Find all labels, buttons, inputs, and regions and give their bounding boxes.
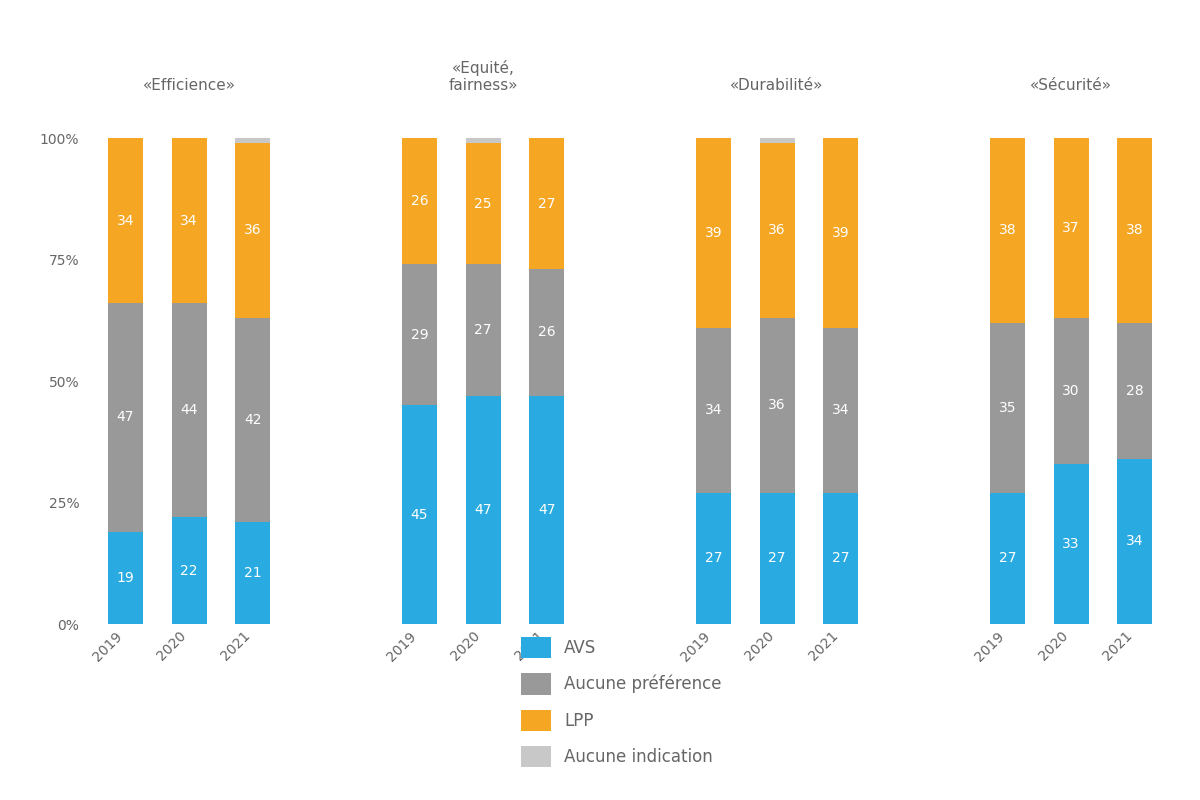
Title: «Efficience»: «Efficience» [143,78,235,93]
Bar [529,270,564,395]
Bar [466,264,500,395]
Bar [760,138,794,143]
Text: 27: 27 [768,551,786,566]
Bar [402,406,437,624]
Bar [760,318,794,493]
Bar [235,318,270,522]
Bar [235,143,270,318]
Text: 39: 39 [704,226,722,240]
Text: 33: 33 [1062,537,1080,551]
Bar [402,264,437,406]
Text: 45: 45 [410,508,428,522]
Text: 27: 27 [538,197,556,210]
Text: 36: 36 [244,223,262,238]
Bar [466,143,500,264]
Bar [1117,458,1152,624]
Text: 25: 25 [474,197,492,210]
Text: 44: 44 [180,403,198,417]
Text: 42: 42 [244,413,262,427]
Text: 19: 19 [116,571,134,585]
Text: 37: 37 [1062,221,1080,235]
Text: 26: 26 [538,326,556,339]
Text: 38: 38 [1126,223,1144,238]
Text: 27: 27 [704,551,722,566]
Text: 39: 39 [832,226,850,240]
Title: «Equité,
fairness»: «Equité, fairness» [449,60,517,93]
Bar [235,138,270,143]
Text: 28: 28 [1126,384,1144,398]
Bar [466,395,500,624]
Title: «Sécurité»: «Sécurité» [1030,78,1112,93]
Text: 30: 30 [1062,384,1080,398]
Bar [696,138,731,327]
Bar [760,143,794,318]
Text: 26: 26 [410,194,428,208]
Text: 34: 34 [1126,534,1144,548]
Bar [108,303,143,532]
Bar [402,138,437,264]
Bar [1054,318,1088,464]
Text: 47: 47 [538,502,556,517]
Bar [466,138,500,143]
Bar [823,327,858,493]
Bar [172,517,206,624]
Text: 27: 27 [998,551,1016,566]
Text: 34: 34 [832,403,850,417]
Bar [823,493,858,624]
Text: 36: 36 [768,223,786,238]
Bar [1054,138,1088,318]
Bar [108,532,143,624]
Bar [990,138,1025,322]
Text: 22: 22 [180,563,198,578]
Bar [172,303,206,517]
Bar [529,138,564,270]
Bar [108,138,143,303]
Bar [696,493,731,624]
Text: 38: 38 [998,223,1016,238]
Bar [696,327,731,493]
Bar [760,493,794,624]
Text: 21: 21 [244,566,262,580]
Bar [172,138,206,303]
Text: 47: 47 [116,410,134,425]
Text: 35: 35 [998,401,1016,414]
Legend: AVS, Aucune préférence, LPP, Aucune indication: AVS, Aucune préférence, LPP, Aucune indi… [512,628,730,776]
Text: 34: 34 [180,214,198,228]
Text: 27: 27 [474,323,492,337]
Text: 34: 34 [704,403,722,417]
Bar [990,493,1025,624]
Text: 34: 34 [116,214,134,228]
Bar [529,395,564,624]
Bar [1117,138,1152,322]
Title: «Durabilité»: «Durabilité» [731,78,823,93]
Text: 36: 36 [768,398,786,412]
Bar [1054,464,1088,624]
Text: 29: 29 [410,328,428,342]
Bar [823,138,858,327]
Bar [990,322,1025,493]
Text: 27: 27 [832,551,850,566]
Bar [235,522,270,624]
Bar [1117,322,1152,458]
Text: 47: 47 [474,502,492,517]
